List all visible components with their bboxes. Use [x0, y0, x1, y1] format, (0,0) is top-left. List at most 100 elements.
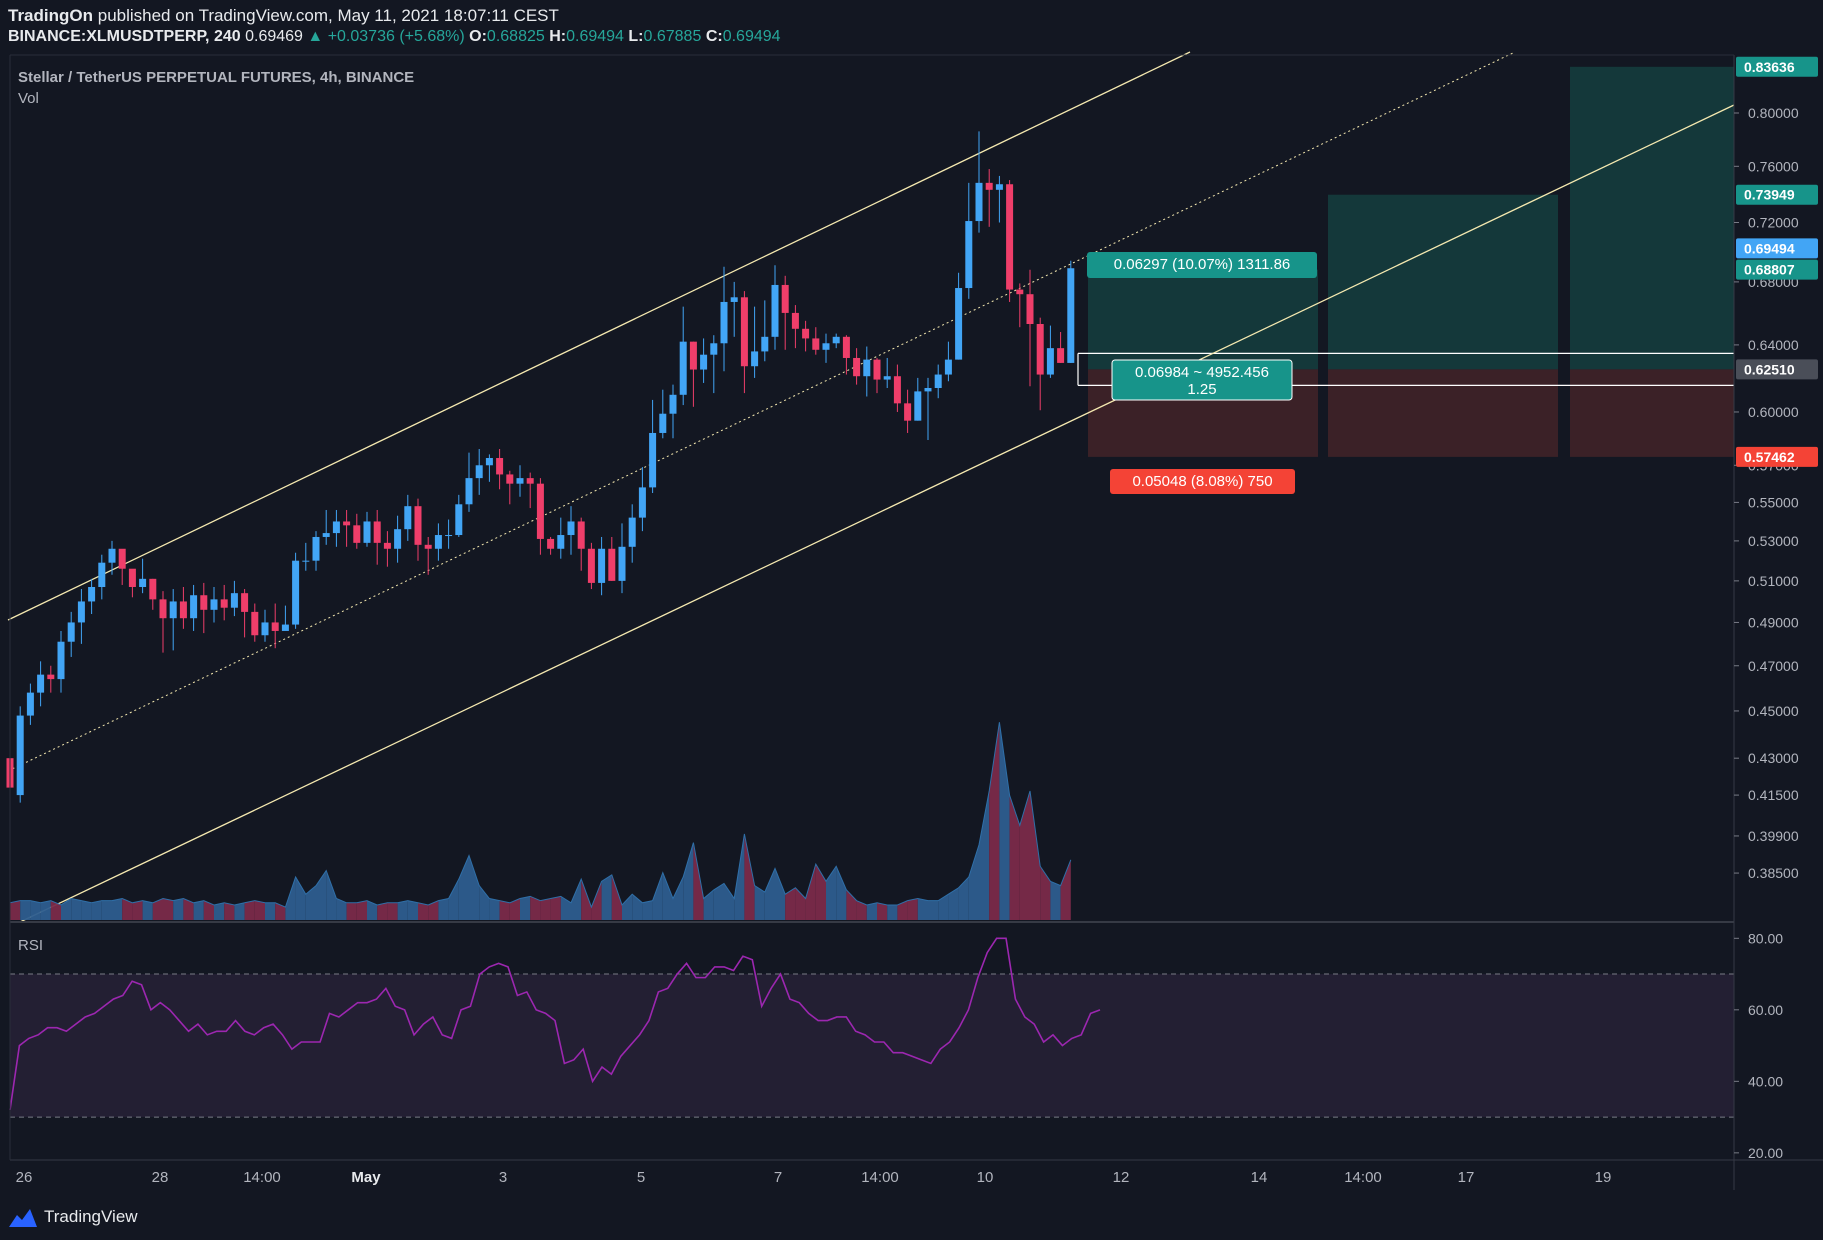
volume-segment [642, 900, 653, 920]
candle-body [485, 458, 493, 466]
volume-segment [683, 842, 694, 920]
channel-upper-line[interactable] [7, 51, 1191, 621]
candle [1067, 260, 1075, 363]
tradingview-logo[interactable]: TradingView [8, 1206, 138, 1228]
price-badge-last[interactable]: 0.69494 [1736, 238, 1818, 259]
candle [190, 584, 198, 631]
candle [26, 683, 34, 725]
stop-badge[interactable]: 0.05048 (8.08%) 750 [1110, 469, 1295, 494]
volume-segment [336, 898, 347, 920]
target-badge[interactable]: 0.06297 (10.07%) 1311.86 [1087, 252, 1317, 278]
price-badge-text: 0.62510 [1744, 361, 1795, 377]
price-badge-bg [1736, 56, 1818, 77]
candle-body [1006, 184, 1014, 290]
chart-area[interactable]: 0.800000.760000.720000.680000.640000.600… [0, 0, 1823, 1200]
time-tick-label: 12 [1113, 1169, 1130, 1186]
candle-body [761, 336, 769, 352]
candle-body [536, 483, 544, 539]
volume-outline [9, 722, 1072, 909]
center-badge-text: 1.25 [1187, 381, 1216, 398]
volume-segment [560, 896, 571, 920]
candle-body [241, 593, 249, 612]
candle [220, 584, 228, 621]
candle [802, 320, 810, 352]
candle [1026, 269, 1034, 387]
candle [761, 300, 769, 362]
candle-body [88, 586, 96, 602]
loss-zone-3 [1570, 369, 1734, 457]
candle-body [598, 548, 606, 583]
candle [47, 665, 55, 693]
volume-segment [754, 885, 765, 920]
candle-body [251, 611, 259, 636]
close-value: 0.69494 [722, 28, 781, 45]
candle-body [414, 506, 422, 545]
rsi-band [10, 974, 1734, 1118]
rsi-series [9, 937, 1734, 1118]
price-badge-target[interactable]: 0.73949 [1736, 184, 1818, 205]
price-tick-label: 0.64000 [1748, 337, 1799, 353]
publisher-name[interactable]: TradingOn [8, 6, 93, 25]
price-badge-text: 0.73949 [1744, 187, 1795, 203]
candle-body [924, 388, 932, 392]
candle [547, 536, 555, 555]
price-badge-stop[interactable]: 0.57462 [1736, 446, 1818, 467]
volume-segment [428, 900, 439, 920]
candle [139, 558, 147, 594]
candle-body [322, 533, 330, 537]
channel-median-line[interactable] [7, 51, 1516, 772]
volume-segment [724, 883, 735, 920]
candle-body [618, 546, 626, 581]
candle [353, 513, 361, 549]
candle-body [343, 521, 351, 526]
candle-body [139, 578, 147, 587]
target-badge-bg [1087, 252, 1317, 278]
candle [77, 589, 85, 644]
candle-body [1067, 268, 1075, 363]
price-axis[interactable]: 0.800000.760000.720000.680000.640000.600… [1734, 56, 1818, 1161]
candle [394, 515, 402, 563]
volume-segment [10, 900, 21, 920]
candle [271, 603, 279, 649]
volume-segment [448, 879, 459, 920]
position-badges[interactable]: 0.06297 (10.07%) 1311.86 0.06984 ~ 4952.4… [1087, 252, 1317, 494]
candle [210, 586, 218, 623]
volume-segment [775, 868, 786, 920]
candle [832, 333, 840, 349]
time-axis[interactable]: 26 28 14:00 May 3 5 7 14:00 10 12 14 14:00 17 19 [16, 1169, 1612, 1186]
volume-segment [305, 885, 316, 920]
price-badge-target[interactable]: 0.68807 [1736, 259, 1818, 280]
candle [179, 586, 187, 629]
candle-body [271, 622, 279, 631]
center-badge-bg [1111, 359, 1293, 401]
volume-segment [397, 900, 408, 920]
price-badge-entry[interactable]: 0.62510 [1736, 359, 1818, 380]
volume-segment [71, 898, 82, 920]
volume-segment [877, 902, 888, 920]
candle-body [608, 548, 616, 581]
candle-body [179, 601, 187, 619]
time-tick-label: 10 [977, 1169, 994, 1186]
channel-lines[interactable] [7, 51, 1735, 923]
tradingview-logo-icon [9, 1209, 37, 1227]
channel-lower-line[interactable] [19, 104, 1735, 923]
candle [883, 357, 891, 389]
time-tick-label: May [351, 1169, 381, 1186]
candle-body [832, 336, 840, 344]
candle-body [710, 343, 718, 355]
volume-segment [356, 900, 367, 920]
candle-body [955, 288, 963, 360]
volume-segment [499, 900, 510, 920]
price-tick-label: 0.53000 [1748, 533, 1799, 549]
price-badge-text: 0.83636 [1744, 59, 1795, 75]
candle [536, 478, 544, 555]
volume-segment [928, 900, 939, 920]
candle-body [516, 478, 524, 484]
candle [965, 182, 973, 299]
price-tick-label: 0.60000 [1748, 404, 1799, 420]
candle [200, 582, 208, 634]
candle [567, 506, 575, 555]
price-badge-target[interactable]: 0.83636 [1736, 56, 1818, 77]
candle-body [475, 465, 483, 479]
